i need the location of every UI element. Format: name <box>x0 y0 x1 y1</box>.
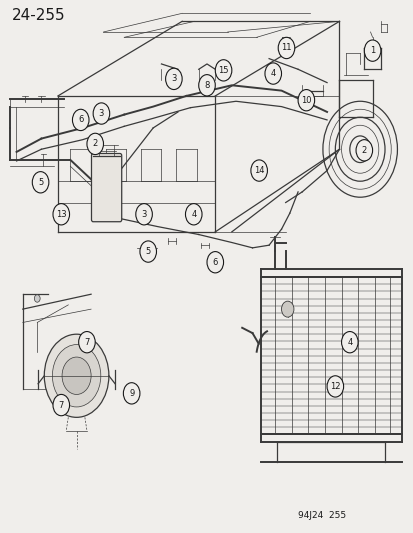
Text: 9: 9 <box>129 389 134 398</box>
Text: 4: 4 <box>270 69 275 78</box>
Text: 4: 4 <box>347 338 351 346</box>
Text: 14: 14 <box>253 166 264 175</box>
Circle shape <box>93 103 109 124</box>
Circle shape <box>278 37 294 59</box>
Circle shape <box>355 140 372 161</box>
Text: 12: 12 <box>329 382 340 391</box>
Circle shape <box>34 295 40 302</box>
Circle shape <box>363 40 380 61</box>
Text: 6: 6 <box>212 258 217 266</box>
Circle shape <box>206 252 223 273</box>
Text: 6: 6 <box>78 116 83 124</box>
Circle shape <box>215 60 231 81</box>
Text: 3: 3 <box>171 75 176 83</box>
Circle shape <box>165 68 182 90</box>
Circle shape <box>185 204 202 225</box>
Circle shape <box>53 204 69 225</box>
Circle shape <box>297 90 314 111</box>
Circle shape <box>72 109 89 131</box>
Text: 4: 4 <box>191 210 196 219</box>
Circle shape <box>135 204 152 225</box>
Circle shape <box>281 301 293 317</box>
Circle shape <box>264 63 281 84</box>
Text: 94J24  255: 94J24 255 <box>297 511 345 520</box>
Text: 7: 7 <box>84 338 89 346</box>
Circle shape <box>32 172 49 193</box>
Text: 5: 5 <box>38 178 43 187</box>
Circle shape <box>53 394 69 416</box>
Text: 2: 2 <box>361 146 366 155</box>
FancyBboxPatch shape <box>91 154 121 222</box>
Circle shape <box>87 133 103 155</box>
Text: 1: 1 <box>369 46 374 55</box>
Text: 11: 11 <box>280 44 291 52</box>
Text: 3: 3 <box>141 210 146 219</box>
Circle shape <box>140 241 156 262</box>
Text: 13: 13 <box>56 210 66 219</box>
Text: 3: 3 <box>99 109 104 118</box>
Text: 10: 10 <box>300 96 311 104</box>
Text: 7: 7 <box>59 401 64 409</box>
Circle shape <box>44 334 109 417</box>
Circle shape <box>123 383 140 404</box>
Circle shape <box>78 332 95 353</box>
Circle shape <box>326 376 343 397</box>
Text: 15: 15 <box>218 66 228 75</box>
Text: 8: 8 <box>204 81 209 90</box>
Circle shape <box>341 332 357 353</box>
Text: 24-255: 24-255 <box>12 8 65 23</box>
Circle shape <box>52 345 101 407</box>
Circle shape <box>198 75 215 96</box>
Text: 2: 2 <box>93 140 97 148</box>
Circle shape <box>250 160 267 181</box>
Text: 5: 5 <box>145 247 150 256</box>
Circle shape <box>62 357 91 394</box>
